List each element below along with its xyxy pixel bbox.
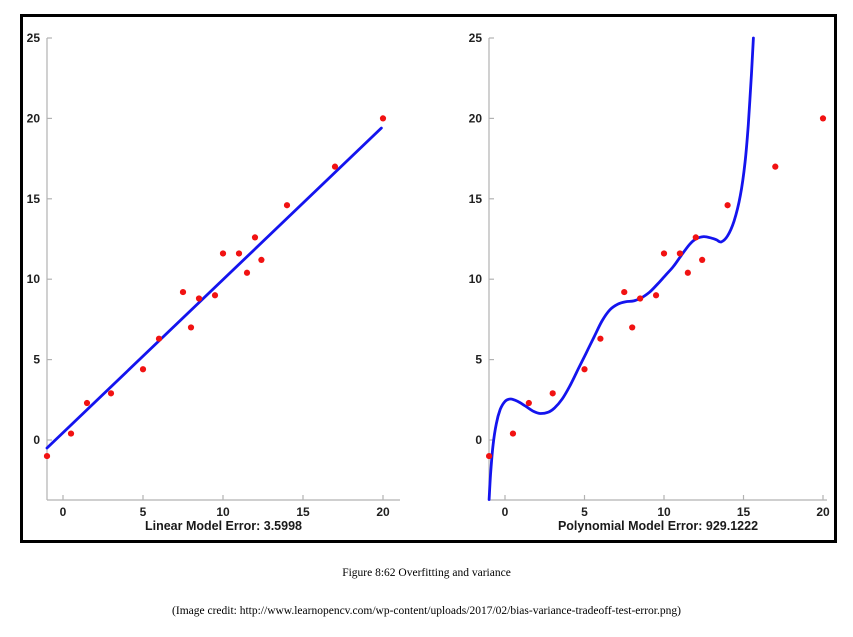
data-point [43, 452, 51, 460]
data-point [581, 366, 588, 373]
data-point [724, 202, 731, 209]
figure-frame [20, 14, 837, 543]
data-point [637, 295, 644, 302]
x-tick-label: 0 [60, 505, 67, 519]
fit-line [45, 126, 383, 450]
x-tick-label: 10 [657, 505, 671, 519]
data-point [83, 399, 91, 407]
x-tick-label: 20 [816, 505, 830, 519]
data-point [283, 202, 291, 209]
plot-title: Linear Model Error: 3.5998 [145, 519, 302, 533]
data-point [772, 163, 779, 170]
figure-caption: Figure 8:62 Overfitting and variance [342, 567, 511, 579]
data-point [67, 430, 75, 437]
data-point [621, 288, 628, 296]
x-tick-label: 20 [376, 505, 390, 519]
y-tick-label: 15 [27, 192, 41, 206]
data-point [486, 452, 493, 460]
data-point [331, 163, 339, 170]
data-point [179, 288, 187, 296]
y-tick-label: 0 [33, 433, 40, 447]
x-tick-label: 5 [581, 505, 588, 519]
x-tick-label: 15 [737, 505, 751, 519]
data-point [211, 292, 219, 299]
data-point [597, 335, 604, 342]
data-point [195, 295, 203, 302]
fit-curve [487, 36, 755, 501]
data-point [660, 250, 668, 257]
y-tick-label: 0 [475, 433, 482, 447]
y-tick-label: 25 [27, 31, 41, 45]
x-tick-label: 5 [140, 505, 147, 519]
data-point [243, 269, 251, 276]
data-point [629, 324, 636, 331]
data-point [235, 250, 243, 257]
y-tick-label: 15 [469, 192, 483, 206]
x-tick-label: 0 [502, 505, 509, 519]
data-point [219, 250, 227, 257]
plot-title: Polynomial Model Error: 929.1222 [558, 519, 758, 533]
data-point [139, 366, 147, 373]
y-tick-label: 10 [27, 272, 41, 286]
x-tick-label: 15 [296, 505, 310, 519]
data-point [676, 250, 684, 257]
data-point [258, 256, 265, 264]
data-point [525, 399, 532, 407]
data-point [549, 390, 556, 397]
data-point [819, 115, 827, 122]
data-point [652, 292, 660, 299]
data-point [699, 256, 706, 264]
y-tick-label: 25 [469, 31, 483, 45]
y-tick-label: 10 [469, 272, 483, 286]
y-tick-label: 5 [475, 353, 482, 367]
y-tick-label: 20 [27, 111, 41, 125]
data-point [684, 269, 691, 276]
x-tick-label: 10 [216, 505, 230, 519]
data-point [155, 335, 163, 342]
data-point [379, 115, 387, 122]
data-point [107, 390, 115, 397]
data-point [187, 324, 195, 331]
data-point [692, 234, 699, 241]
data-point [251, 234, 259, 241]
data-point [509, 430, 517, 437]
image-credit-line: (Image credit: http://www.learnopencv.co… [172, 605, 681, 617]
y-tick-label: 5 [33, 353, 40, 367]
y-tick-label: 20 [469, 111, 483, 125]
